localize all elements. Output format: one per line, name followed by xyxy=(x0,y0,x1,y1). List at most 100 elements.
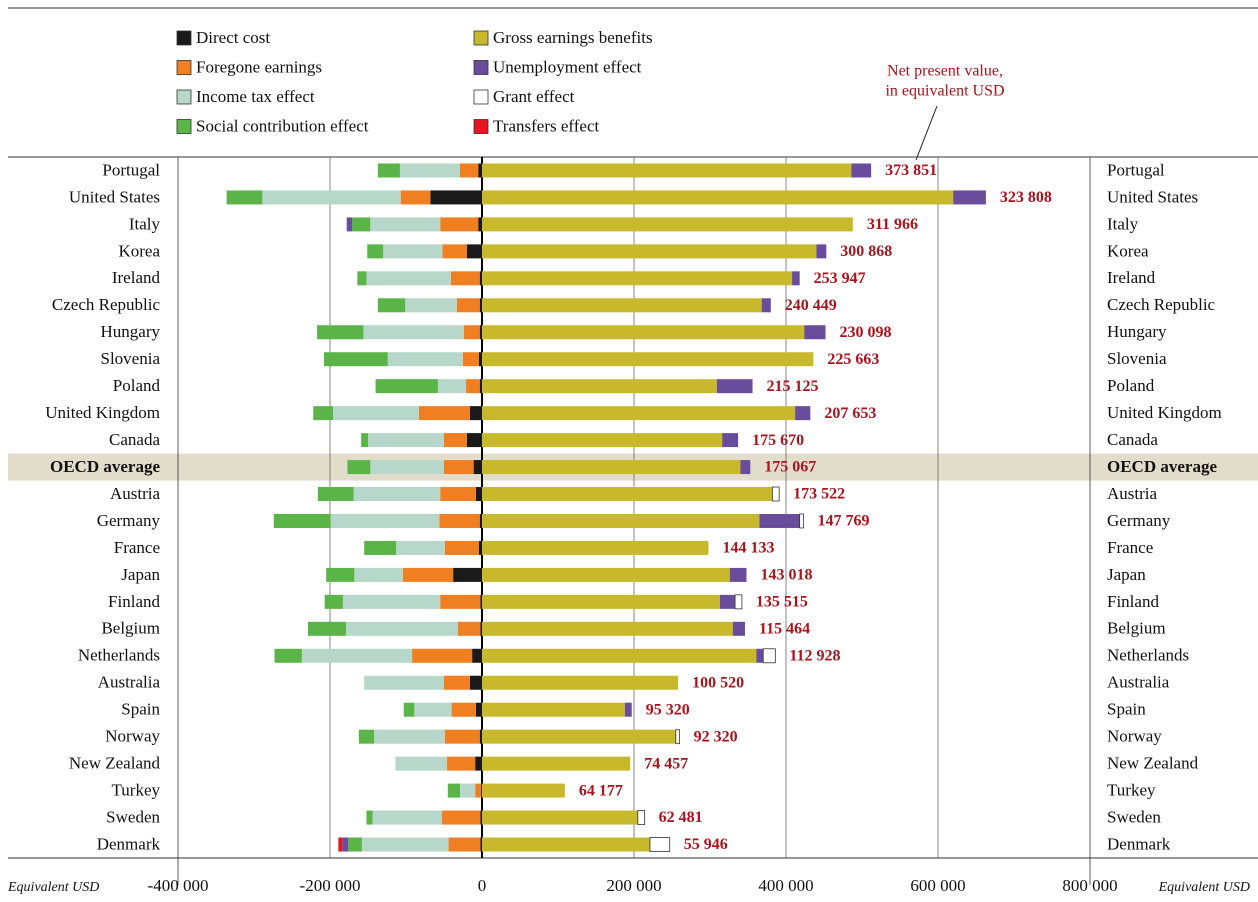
category-label: Korea xyxy=(1107,241,1149,260)
bar-segment xyxy=(364,675,444,690)
bar-segment xyxy=(444,460,474,475)
legend-label: Social contribution effect xyxy=(196,116,369,135)
bar-segment xyxy=(482,567,730,582)
bar-segment xyxy=(274,648,302,663)
net-value-label: 115 464 xyxy=(759,620,810,637)
annotation-pointer xyxy=(915,105,938,161)
bar-segment xyxy=(364,540,397,555)
bar-segment xyxy=(447,756,476,771)
bar-segment xyxy=(475,756,482,771)
bar-segment xyxy=(480,594,482,609)
x-tick-label: 200 000 xyxy=(606,876,661,895)
bar-segment xyxy=(792,271,800,286)
net-value-label: 207 653 xyxy=(824,405,876,422)
bar-segment xyxy=(402,567,454,582)
legend-swatch xyxy=(473,30,489,46)
category-label: Austria xyxy=(110,484,161,503)
category-label: Belgium xyxy=(101,619,160,638)
bar-segment xyxy=(480,837,482,852)
category-label: Australia xyxy=(1107,673,1170,692)
bar-segment xyxy=(482,190,954,205)
bar-segment xyxy=(459,783,476,798)
bar-segment xyxy=(482,729,676,744)
category-label: Czech Republic xyxy=(1107,295,1216,314)
bar-segment xyxy=(453,567,482,582)
legend-label: Gross earnings benefits xyxy=(493,28,653,47)
net-value-label: 175 670 xyxy=(752,432,804,449)
category-label: Japan xyxy=(121,565,160,584)
category-label: Slovenia xyxy=(101,349,161,368)
category-label: Denmark xyxy=(97,834,161,853)
bar-segment xyxy=(740,460,751,475)
bar-segment xyxy=(338,837,343,852)
bar-segment xyxy=(771,486,780,502)
net-value-label: 112 928 xyxy=(789,647,840,664)
bar-segment xyxy=(482,217,853,232)
category-label: Italy xyxy=(1107,214,1139,233)
bar-segment xyxy=(377,298,406,313)
bar-segment xyxy=(472,648,482,663)
bar-segment xyxy=(375,379,438,394)
bar-segment xyxy=(463,325,480,340)
bar-segment xyxy=(342,837,349,852)
bar-segment xyxy=(444,540,479,555)
bar-segment xyxy=(405,298,457,313)
category-label: France xyxy=(1107,538,1153,557)
category-label: Canada xyxy=(1107,430,1158,449)
bar-segment xyxy=(352,217,371,232)
legend-label: Unemployment effect xyxy=(493,57,642,76)
bar-segment xyxy=(482,298,762,313)
x-tick-label: 0 xyxy=(478,876,487,895)
bar-segment xyxy=(368,433,444,448)
bar-segment xyxy=(953,190,986,205)
bar-segment xyxy=(440,487,476,502)
bar-segment xyxy=(412,648,473,663)
bar-segment xyxy=(396,540,445,555)
bar-segment xyxy=(448,837,481,852)
category-label: New Zealand xyxy=(1107,754,1199,773)
category-label: Sweden xyxy=(1107,807,1161,826)
bar-segment xyxy=(262,190,401,205)
bar-segment xyxy=(480,810,482,825)
bar-segment xyxy=(478,540,482,555)
bar-segment xyxy=(479,513,482,528)
bar-segment xyxy=(816,244,827,259)
bar-segment xyxy=(377,163,400,178)
bar-segment xyxy=(353,487,441,502)
legend-swatch xyxy=(176,30,192,46)
net-value-label: 100 520 xyxy=(692,674,744,691)
bar-segment xyxy=(729,567,747,582)
bar-segment xyxy=(354,567,403,582)
category-label: Poland xyxy=(113,376,161,395)
bar-segment xyxy=(370,460,444,475)
bar-segment xyxy=(383,244,443,259)
bar-segment xyxy=(482,379,717,394)
net-value-label: 215 125 xyxy=(767,378,819,395)
bar-segment xyxy=(444,729,480,744)
category-label: Germany xyxy=(1107,511,1171,530)
bar-segment xyxy=(444,675,470,690)
category-label: OECD average xyxy=(1107,457,1217,476)
category-label: New Zealand xyxy=(69,754,161,773)
bar-segment xyxy=(345,621,458,636)
bar-segment xyxy=(442,244,467,259)
category-label: Turkey xyxy=(1107,781,1156,800)
bar-segment xyxy=(480,621,482,636)
legend-swatch xyxy=(473,89,489,105)
net-value-label: 147 769 xyxy=(817,513,869,530)
category-label: United Kingdom xyxy=(1107,403,1222,422)
bar-segment xyxy=(481,783,482,798)
category-label: Netherlands xyxy=(78,646,160,665)
bar-segment xyxy=(348,837,362,852)
category-label: United Kingdom xyxy=(45,403,160,422)
annotation: in equivalent USD xyxy=(885,83,1004,100)
bar-segment xyxy=(482,594,720,609)
bar-segment xyxy=(482,513,760,528)
category-label: Japan xyxy=(1107,565,1146,584)
bar-segment xyxy=(851,163,872,178)
bar-segment xyxy=(469,406,482,421)
bar-segment xyxy=(317,325,364,340)
bar-segment xyxy=(437,379,467,394)
bar-segment xyxy=(366,810,373,825)
bar-segment xyxy=(330,513,440,528)
